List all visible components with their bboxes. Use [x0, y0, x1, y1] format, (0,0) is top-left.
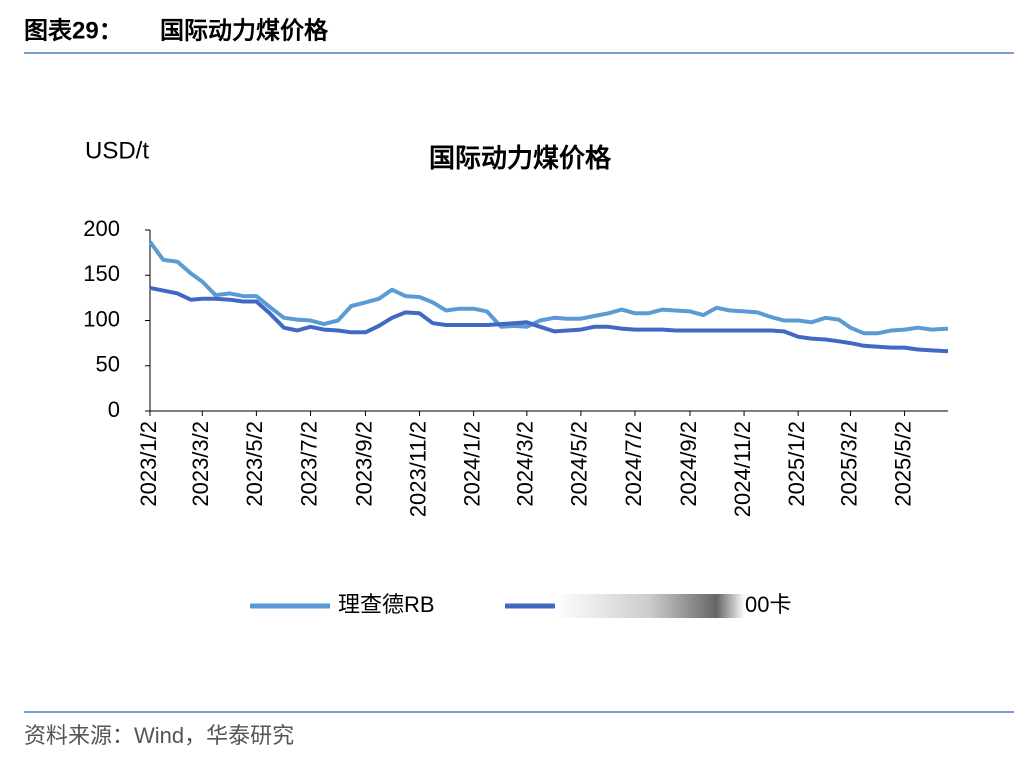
y-tick-label: 0	[108, 397, 120, 422]
x-tick-label: 2023/7/2	[296, 421, 321, 507]
y-tick-label: 100	[83, 306, 120, 331]
x-tick-label: 2024/11/2	[730, 421, 755, 517]
y-tick-label: 50	[96, 352, 120, 377]
x-tick-label: 2023/3/2	[188, 421, 213, 507]
legend-label: 00卡	[745, 592, 791, 617]
series-line	[149, 285, 949, 354]
x-tick-label: 2025/5/2	[890, 421, 915, 507]
x-tick-label: 2023/11/2	[405, 421, 430, 517]
series-line	[148, 240, 949, 336]
x-tick-label: 2023/5/2	[242, 421, 267, 507]
y-axis-label: USD/t	[85, 137, 149, 164]
source: 资料来源：Wind，华泰研究	[24, 723, 294, 748]
x-tick-label: 2025/1/2	[784, 421, 809, 507]
y-tick-label: 150	[83, 261, 120, 286]
x-tick-label: 2024/1/2	[459, 421, 484, 507]
header-title: 国际动力煤价格	[160, 17, 329, 44]
x-tick-label: 2024/5/2	[567, 421, 592, 507]
x-tick-label: 2024/7/2	[621, 421, 646, 507]
x-tick-label: 2025/3/2	[836, 421, 861, 507]
chart-title: 国际动力煤价格	[429, 143, 612, 173]
x-tick-label: 2023/9/2	[351, 421, 376, 507]
legend-label: 理查德RB	[338, 592, 435, 617]
legend-redaction	[555, 594, 745, 618]
y-tick-label: 200	[83, 216, 120, 241]
x-tick-label: 2024/9/2	[676, 421, 701, 507]
header-label: 图表29：	[24, 17, 123, 44]
x-tick-label: 2023/1/2	[136, 421, 161, 507]
x-tick-label: 2024/3/2	[513, 421, 538, 507]
